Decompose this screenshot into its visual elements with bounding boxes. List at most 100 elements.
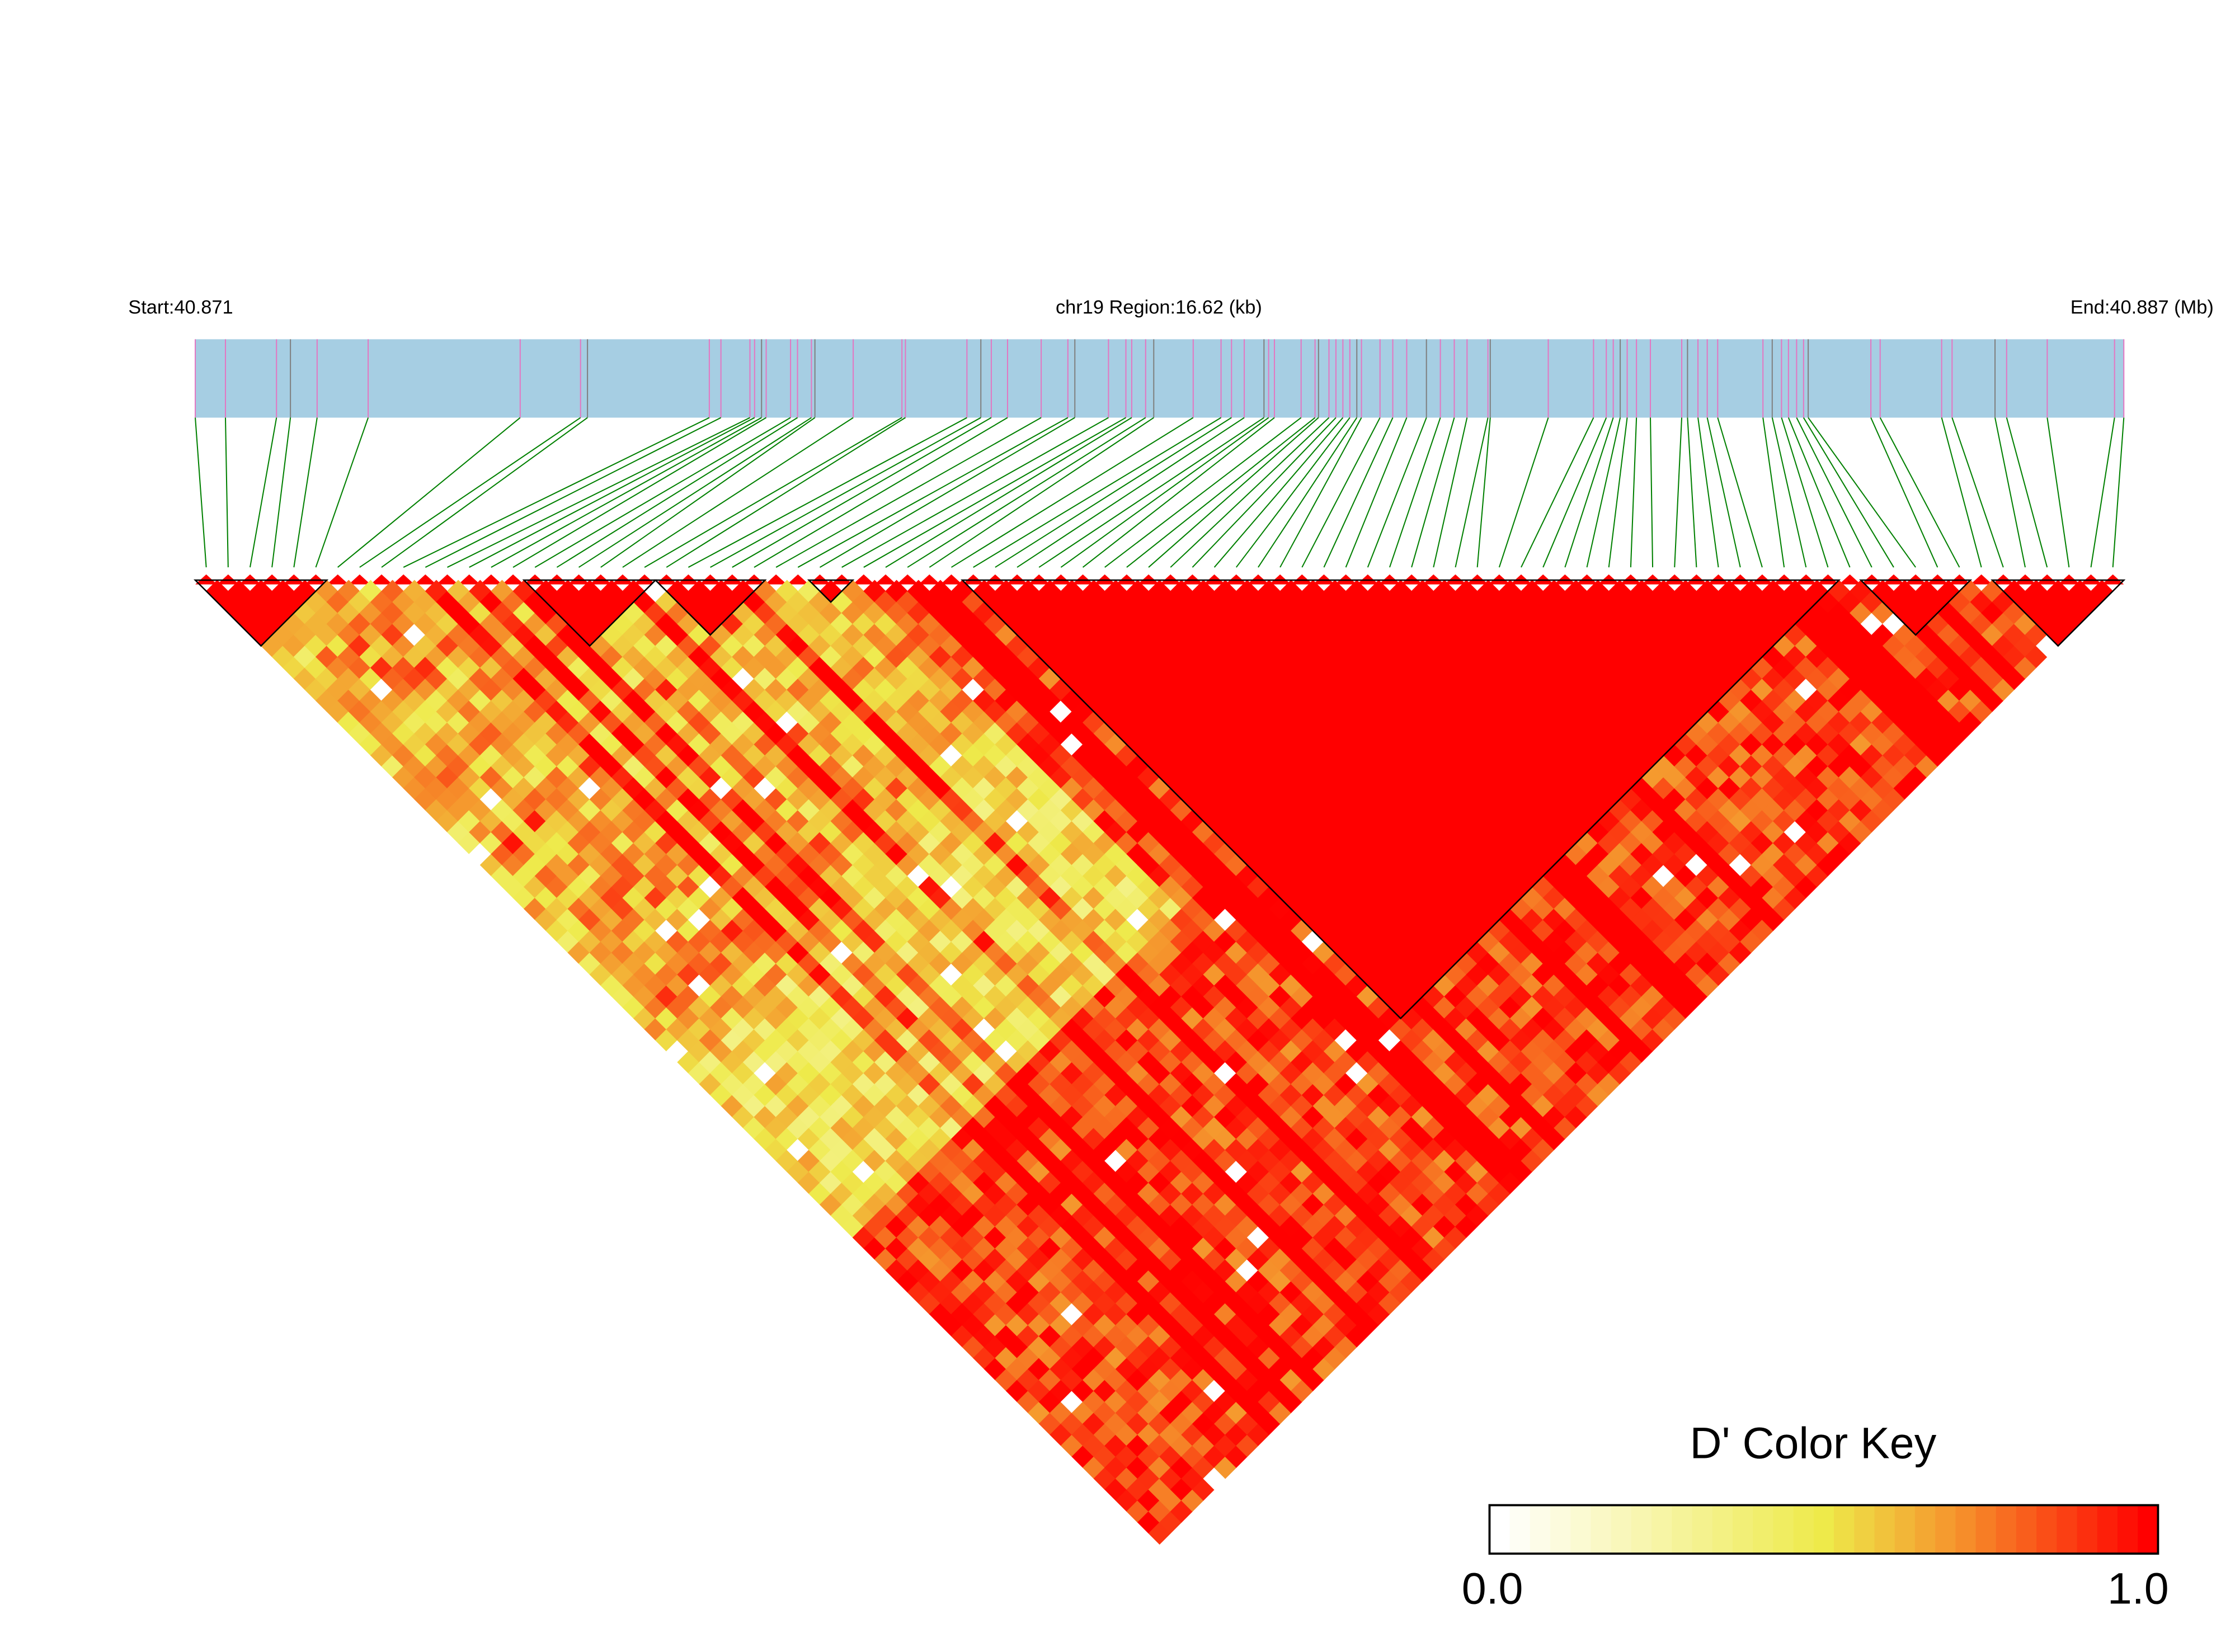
snp-connector xyxy=(1650,417,1654,568)
color-key-swatch xyxy=(1591,1505,1612,1554)
color-key-swatch xyxy=(1550,1505,1571,1554)
color-key-swatch xyxy=(1733,1505,1754,1554)
snp-connector xyxy=(1564,417,1614,568)
snp-connector xyxy=(863,417,1127,568)
snp-connector xyxy=(1542,417,1607,568)
color-key-swatch xyxy=(1914,1505,1936,1554)
snp-marker xyxy=(1970,574,1993,585)
snp-connector xyxy=(1126,417,1316,568)
snp-marker xyxy=(327,574,349,585)
snp-connector xyxy=(1170,417,1330,568)
color-key-max-label: 1.0 xyxy=(2107,1564,2169,1613)
snp-connector xyxy=(1060,417,1269,568)
color-key-swatch xyxy=(2097,1505,2119,1554)
snp-marker xyxy=(918,574,940,585)
snp-connector xyxy=(732,417,992,568)
color-key-swatch xyxy=(1975,1505,1997,1554)
color-key-swatch xyxy=(1834,1505,1855,1554)
snp-connector xyxy=(1697,417,1719,568)
color-key-swatch xyxy=(1570,1505,1592,1554)
snp-connector xyxy=(491,417,762,568)
color-key-swatch xyxy=(1813,1505,1835,1554)
heatmap-cells xyxy=(206,580,2114,1545)
snp-connector xyxy=(1803,417,1894,568)
snp-marker xyxy=(480,574,502,585)
snp-connector xyxy=(1717,417,1763,568)
snp-connector xyxy=(425,417,722,568)
snp-connector xyxy=(1879,417,1960,568)
color-key-swatch xyxy=(1854,1505,1875,1554)
color-key-swatch xyxy=(1631,1505,1653,1554)
color-key-title: D' Color Key xyxy=(1690,1418,1936,1467)
snp-marker xyxy=(765,574,787,585)
snp-connector xyxy=(1608,417,1628,568)
snp-connector xyxy=(1870,417,1938,568)
snp-connector xyxy=(337,417,521,568)
snp-connectors xyxy=(195,417,2125,568)
snp-connector xyxy=(512,417,767,568)
snp-connector xyxy=(1323,417,1394,568)
snp-connector xyxy=(1781,417,1829,568)
snp-connector xyxy=(1192,417,1337,568)
snp-connector xyxy=(754,417,1008,568)
color-key-swatch xyxy=(1996,1505,2017,1554)
snp-connector xyxy=(1498,417,1549,568)
color-key-swatch xyxy=(2117,1505,2139,1554)
snp-connector xyxy=(1787,417,1851,568)
snp-connector xyxy=(797,417,1069,568)
snp-marker xyxy=(414,574,436,585)
snp-connector xyxy=(775,417,1042,568)
color-key-swatch xyxy=(2138,1505,2159,1554)
color-key-swatch xyxy=(1712,1505,1734,1554)
end-label: End:40.887 (Mb) xyxy=(2071,297,2214,318)
snp-connector xyxy=(293,417,318,568)
snp-marker xyxy=(502,574,524,585)
snp-connector xyxy=(271,417,291,568)
snp-connector xyxy=(359,417,581,568)
snp-connector xyxy=(1941,417,1982,568)
snp-connector xyxy=(1389,417,1441,568)
snp-connector xyxy=(973,417,1222,568)
snp-connector xyxy=(1476,417,1491,568)
snp-connector xyxy=(447,417,750,568)
color-key-swatch xyxy=(1894,1505,1916,1554)
snp-connector xyxy=(249,417,277,568)
snp-connector xyxy=(885,417,1132,568)
snp-connector xyxy=(2112,417,2125,568)
snp-connector xyxy=(1301,417,1381,568)
snp-marker xyxy=(787,574,809,585)
gene-bar xyxy=(195,339,2124,418)
color-key-swatch xyxy=(2077,1505,2098,1554)
snp-marker xyxy=(940,574,963,585)
snp-connector xyxy=(224,417,229,568)
snp-connector xyxy=(841,417,1109,568)
color-key-swatch xyxy=(1773,1505,1794,1554)
snp-connector xyxy=(381,417,588,568)
color-key-swatch xyxy=(1793,1505,1815,1554)
snp-connector xyxy=(1433,417,1468,568)
snp-connector xyxy=(1796,417,1872,568)
snp-connector xyxy=(2090,417,2115,568)
color-key-swatch xyxy=(1530,1505,1551,1554)
snp-connector xyxy=(1951,417,2004,568)
snp-connector xyxy=(1367,417,1427,568)
color-key-swatch xyxy=(1611,1505,1632,1554)
region-label: chr19 Region:16.62 (kb) xyxy=(1056,297,1262,318)
color-key-swatch xyxy=(2036,1505,2058,1554)
snp-connector xyxy=(666,417,906,568)
snp-connector xyxy=(710,417,981,568)
color-key-swatch xyxy=(1489,1505,1511,1554)
color-key-swatch xyxy=(1692,1505,1714,1554)
color-key-swatch xyxy=(1672,1505,1693,1554)
snp-connector xyxy=(556,417,798,568)
snp-connector xyxy=(1771,417,1807,568)
snp-connector xyxy=(929,417,1154,568)
color-key-swatch xyxy=(1874,1505,1895,1554)
color-key-swatch xyxy=(1651,1505,1673,1554)
color-key-swatch xyxy=(1955,1505,1977,1554)
snp-connector xyxy=(1213,417,1344,568)
snp-connector xyxy=(315,417,369,568)
color-key-min-label: 0.0 xyxy=(1462,1564,1523,1613)
snp-connector xyxy=(403,417,710,568)
snp-marker xyxy=(853,574,875,585)
